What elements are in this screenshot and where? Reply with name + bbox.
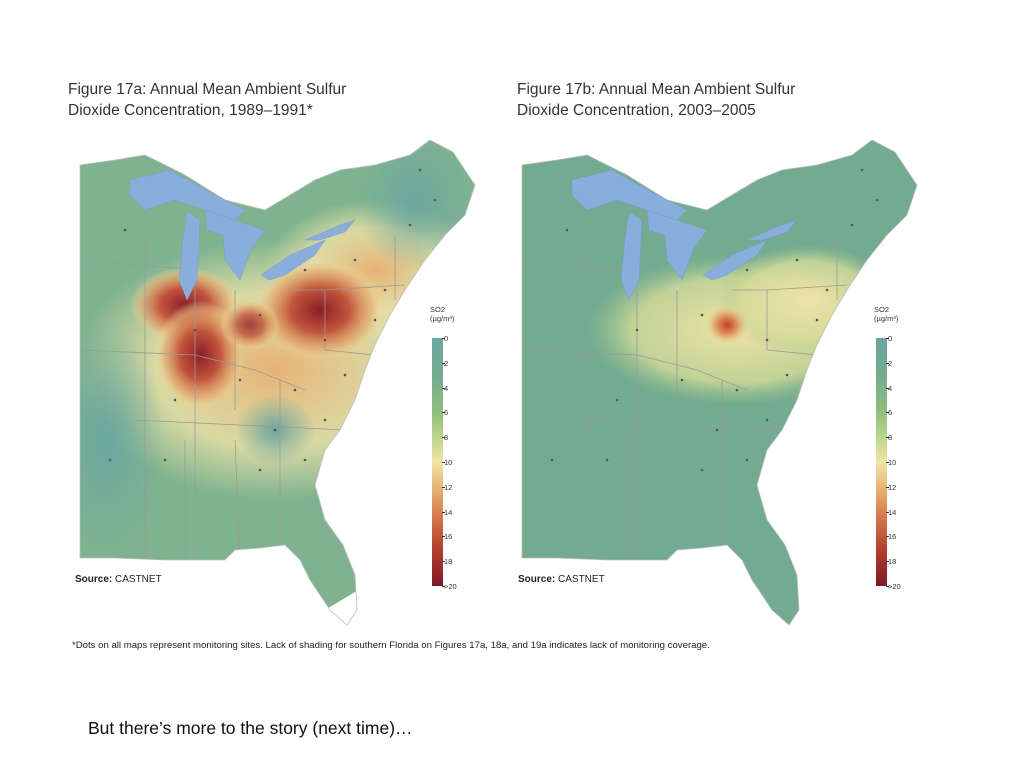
legend-tick-label: 0 xyxy=(441,334,449,343)
legend-title: SO2 (µg/m³) xyxy=(874,305,898,323)
map-17a-svg xyxy=(79,140,476,626)
map-17b xyxy=(517,140,927,640)
figure-17b-title: Figure 17b: Annual Mean Ambient Sulfur D… xyxy=(517,81,796,119)
legend-tick-label: 4 xyxy=(885,383,893,393)
legend-tick-label: 8 xyxy=(441,433,449,443)
legend-title: SO2 (µg/m³) xyxy=(430,305,454,323)
legend-tick-label: >20 xyxy=(442,582,457,591)
legend-tick-label: 12 xyxy=(885,482,897,492)
legend-tick-label: 10 xyxy=(441,458,453,467)
legend-tick-label: 4 xyxy=(441,383,449,393)
map-17a xyxy=(75,140,485,640)
footnote: *Dots on all maps represent monitoring s… xyxy=(72,640,710,651)
legend-color-bar xyxy=(876,338,887,586)
legend-units: (µg/m³) xyxy=(430,314,455,323)
source-value: CASTNET xyxy=(558,574,605,585)
source-label: Source: xyxy=(518,574,556,585)
source-label: Source: xyxy=(75,574,113,585)
legend-tick-label: 10 xyxy=(885,458,897,467)
legend-tick-label: 18 xyxy=(441,557,453,567)
legend-title-text: SO2 xyxy=(430,305,446,314)
legend-tick-label: 16 xyxy=(441,532,453,542)
legend-tick-label: >20 xyxy=(886,582,901,591)
map-17b-svg xyxy=(521,140,918,626)
legend-color-bar xyxy=(432,338,443,586)
legend-17a: SO2 (µg/m³) 0 2 4 6 8 10 12 14 16 18 >20 xyxy=(428,305,478,595)
legend-tick-label: 14 xyxy=(441,507,453,517)
legend-tick-label: 16 xyxy=(885,532,897,542)
legend-tick-label: 14 xyxy=(885,507,897,517)
legend-tick-label: 6 xyxy=(441,408,449,418)
legend-tick-label: 18 xyxy=(885,557,897,567)
source-value: CASTNET xyxy=(115,574,162,585)
legend-units: (µg/m³) xyxy=(874,314,899,323)
source-17a: Source: CASTNET xyxy=(75,574,162,585)
legend-tick-label: 0 xyxy=(885,334,893,343)
legend-tick-label: 6 xyxy=(885,408,893,418)
legend-title-text: SO2 xyxy=(874,305,890,314)
legend-tick-label: 8 xyxy=(885,433,893,443)
slide-caption: But there’s more to the story (next time… xyxy=(88,718,413,738)
legend-tick-label: 2 xyxy=(885,358,893,368)
source-17b: Source: CASTNET xyxy=(518,574,605,585)
legend-tick-label: 2 xyxy=(441,358,449,368)
legend-17b: SO2 (µg/m³) 0 2 4 6 8 10 12 14 16 18 >20 xyxy=(872,305,922,595)
legend-tick-label: 12 xyxy=(441,482,453,492)
figure-17a-title: Figure 17a: Annual Mean Ambient Sulfur D… xyxy=(68,81,347,119)
